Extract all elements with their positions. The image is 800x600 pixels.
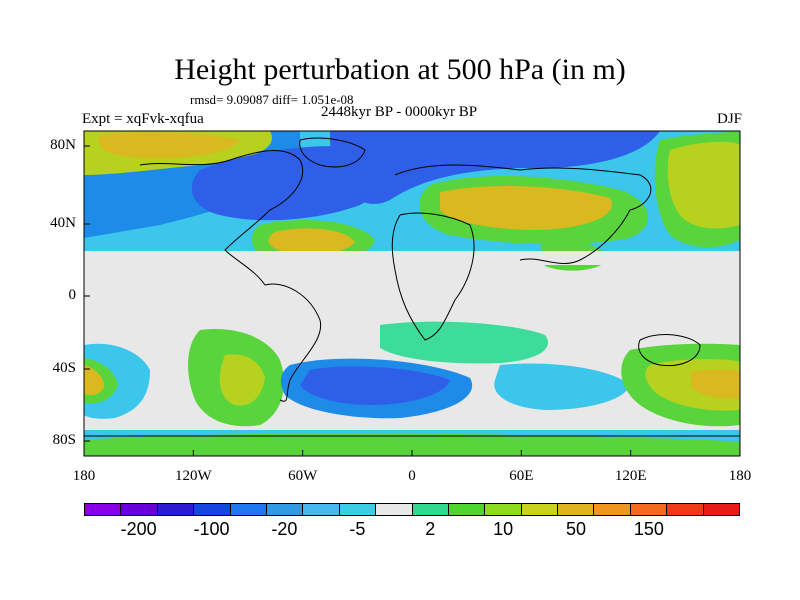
period-label: 2448kyr BP - 0000kyr BP	[321, 104, 478, 120]
asia-ochre	[440, 186, 612, 230]
colorbar-label: -100	[193, 519, 230, 539]
greenland-coast	[299, 137, 366, 168]
y-tick-label: 80N	[50, 137, 76, 153]
y-tick-label: 40N	[50, 215, 76, 231]
arctic-ochre	[99, 132, 241, 159]
colorbar-label: 10	[493, 519, 514, 539]
colorbar-label: -20	[271, 519, 298, 539]
colorbar-swatch	[521, 504, 559, 515]
axis-ticks	[83, 145, 741, 456]
indianocean-light-blue	[494, 363, 630, 410]
colorbar-swatch	[485, 504, 522, 515]
colorbar-swatch	[230, 504, 267, 515]
x-tick-label: 180	[72, 468, 96, 484]
atlantic-ochre	[268, 228, 355, 255]
y-tick-label: 80S	[52, 432, 76, 448]
x-tick-label: 60W	[288, 468, 318, 484]
colorbar-swatch	[266, 504, 304, 515]
colorbar-swatch	[448, 504, 486, 515]
colorbar-swatch	[376, 504, 413, 515]
colorbar-swatch	[703, 504, 740, 515]
colorbar-label: -200	[120, 519, 157, 539]
pacific-sh-yellow	[219, 354, 265, 406]
sh-west-ochre	[84, 365, 105, 396]
colorbar-swatch	[339, 504, 377, 515]
colorbar-swatch	[157, 504, 195, 515]
australia-coast	[638, 334, 701, 367]
colorbar-label: -5	[349, 519, 366, 539]
colorbar-swatch	[594, 504, 631, 515]
tropical-neutral	[84, 251, 740, 265]
sh-east-ochre	[690, 369, 740, 399]
nepacific-yellow	[667, 141, 740, 229]
season-label: DJF	[716, 111, 742, 127]
colorbar-label: 2	[425, 519, 436, 539]
x-tick-label: 120W	[174, 468, 212, 484]
map-title: Height perturbation at 500 hPa (in m)	[174, 53, 626, 86]
x-tick-label: 60E	[509, 468, 534, 484]
eurasia-coast	[394, 164, 652, 264]
colorbar-label: 150	[633, 519, 664, 539]
colorbar	[84, 503, 740, 516]
colorbar-label: 50	[565, 519, 587, 539]
colorbar-swatch	[412, 504, 449, 515]
colorbar-swatch	[303, 504, 340, 515]
colorbar-swatch	[558, 504, 595, 515]
southatlantic-deep-blue	[300, 366, 450, 405]
experiment-label: Expt = xqFvk-xqfua	[82, 111, 204, 127]
contour-field	[84, 131, 740, 456]
y-tick-label: 40S	[52, 360, 76, 376]
x-tick-label: 180	[728, 468, 752, 484]
colorbar-swatch	[85, 504, 122, 515]
colorbar-swatch	[194, 504, 231, 515]
north-america-coast	[139, 150, 304, 286]
x-tick-label: 0	[408, 468, 416, 484]
colorbar-swatch	[630, 504, 668, 515]
antarctic-green	[84, 433, 740, 456]
y-tick-label: 0	[68, 287, 77, 303]
south-america-coast	[264, 283, 322, 402]
colorbar-swatch	[121, 504, 158, 515]
x-tick-label: 120E	[614, 468, 647, 484]
coastlines	[139, 137, 701, 402]
colorbar-swatch	[667, 504, 704, 515]
southindian-light-green	[380, 321, 548, 364]
rmsd-stats: rmsd= 9.09087 diff= 1.051e-08	[190, 92, 354, 107]
africa-coast	[391, 212, 475, 341]
